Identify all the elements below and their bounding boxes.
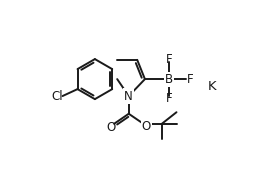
Text: K: K — [207, 80, 216, 93]
Text: B: B — [165, 73, 173, 86]
Text: Cl: Cl — [51, 90, 63, 103]
Text: F: F — [165, 92, 172, 105]
Text: F: F — [165, 53, 172, 66]
Text: O: O — [142, 120, 151, 133]
Text: N: N — [124, 90, 133, 103]
Text: O: O — [106, 121, 116, 134]
Text: F: F — [187, 73, 194, 86]
